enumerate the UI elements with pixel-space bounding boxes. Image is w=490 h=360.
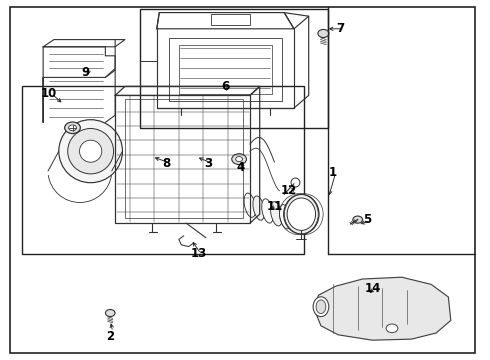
Ellipse shape — [68, 129, 114, 174]
Ellipse shape — [253, 196, 265, 220]
Circle shape — [232, 154, 246, 165]
Ellipse shape — [288, 207, 300, 232]
Text: 6: 6 — [221, 80, 229, 93]
Ellipse shape — [284, 194, 319, 234]
Text: 11: 11 — [266, 201, 283, 213]
Polygon shape — [314, 277, 451, 340]
Text: 10: 10 — [41, 87, 57, 100]
Ellipse shape — [59, 120, 122, 183]
Bar — [169, 38, 282, 101]
Ellipse shape — [287, 198, 316, 230]
Circle shape — [386, 324, 398, 333]
Circle shape — [236, 157, 243, 162]
Ellipse shape — [313, 297, 329, 317]
Text: 13: 13 — [190, 247, 207, 260]
Text: 5: 5 — [364, 213, 371, 226]
Ellipse shape — [262, 199, 273, 223]
Ellipse shape — [291, 178, 300, 187]
Ellipse shape — [270, 202, 282, 226]
Text: 4: 4 — [236, 161, 244, 174]
Bar — [179, 45, 272, 94]
Text: 3: 3 — [204, 157, 212, 170]
Circle shape — [318, 30, 329, 37]
Circle shape — [69, 125, 76, 131]
Ellipse shape — [244, 193, 256, 217]
Ellipse shape — [316, 300, 326, 314]
Text: 12: 12 — [281, 184, 297, 197]
Text: 7: 7 — [337, 22, 344, 35]
Text: 9: 9 — [82, 66, 90, 78]
Circle shape — [65, 122, 80, 134]
Circle shape — [105, 310, 115, 316]
Text: 8: 8 — [163, 157, 171, 170]
Ellipse shape — [297, 210, 309, 235]
Ellipse shape — [279, 204, 291, 229]
Bar — [140, 9, 328, 128]
Bar — [22, 86, 304, 254]
Ellipse shape — [79, 140, 102, 162]
Text: 14: 14 — [364, 282, 381, 294]
Text: 2: 2 — [106, 330, 114, 343]
Circle shape — [353, 216, 363, 223]
Bar — [211, 14, 250, 25]
Text: 1: 1 — [329, 166, 337, 179]
Bar — [125, 99, 243, 218]
